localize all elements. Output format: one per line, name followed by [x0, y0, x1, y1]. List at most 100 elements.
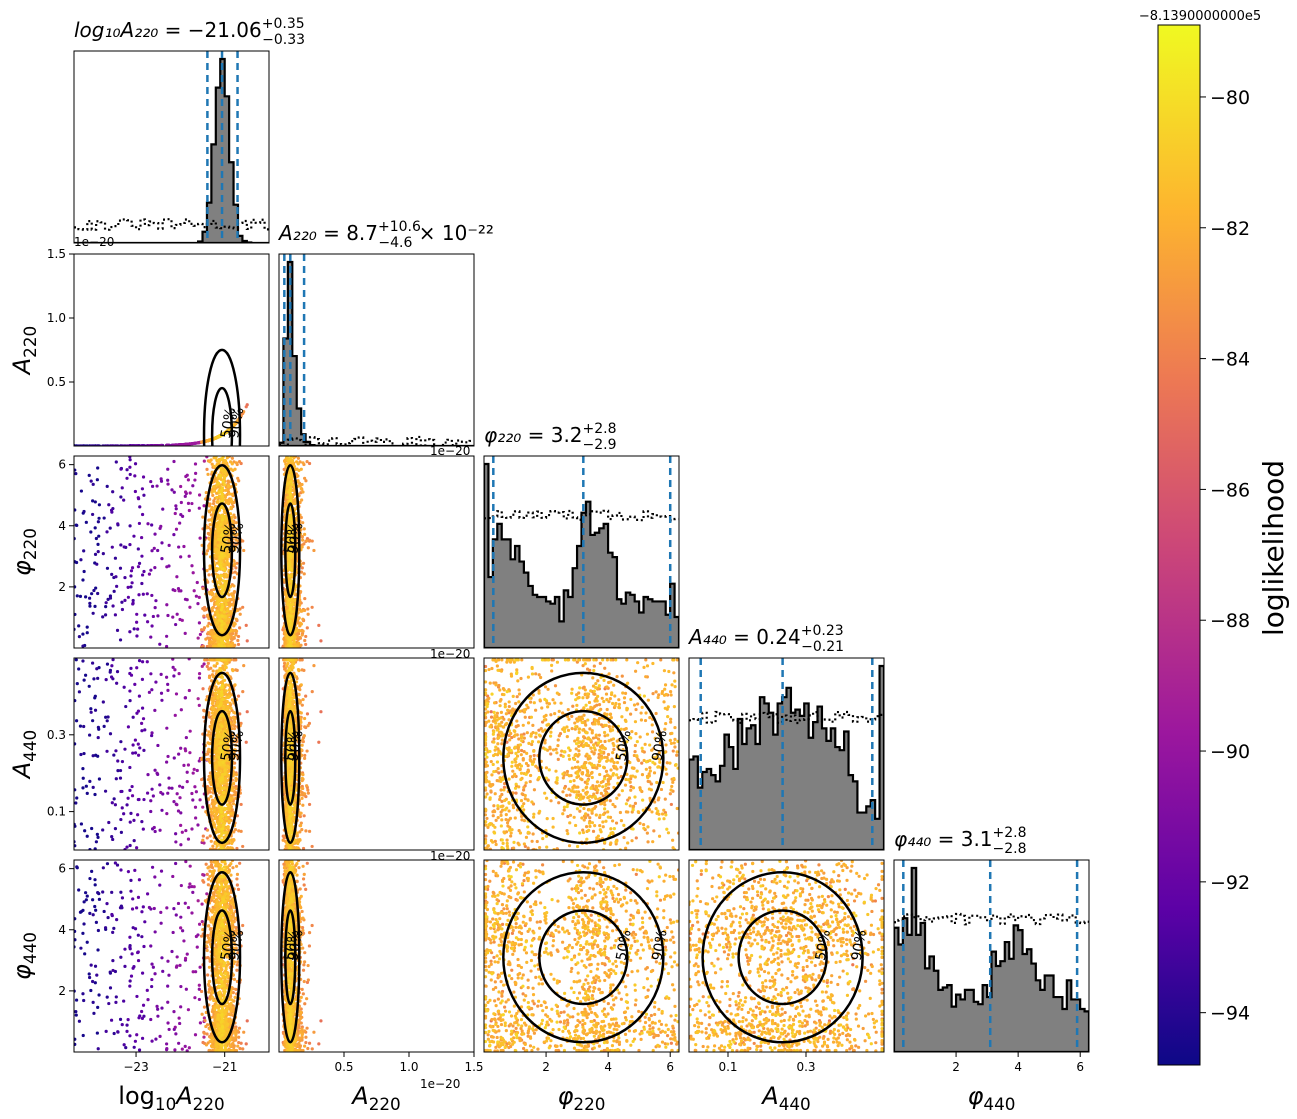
- sample-point: [183, 494, 187, 498]
- sample-point: [172, 533, 176, 537]
- sample-point: [95, 478, 99, 482]
- sample-point: [301, 617, 305, 621]
- sample-point: [221, 536, 225, 540]
- sample-point: [94, 536, 98, 541]
- sample-point: [216, 603, 220, 607]
- sample-point: [245, 639, 249, 643]
- sample-point: [192, 589, 196, 593]
- sample-point: [172, 490, 176, 494]
- sample-point: [299, 570, 304, 574]
- sample-point: [196, 636, 200, 640]
- sample-point: [232, 629, 236, 633]
- sample-point: [137, 561, 142, 565]
- sample-point: [292, 456, 296, 460]
- sample-point: [305, 626, 309, 630]
- sample-point: [223, 459, 228, 463]
- sample-point: [110, 545, 114, 549]
- sample-point: [220, 619, 224, 623]
- sample-point: [300, 545, 304, 549]
- sample-point: [219, 545, 223, 550]
- sample-point: [193, 478, 197, 482]
- sample-point: [116, 522, 120, 526]
- sample-point: [207, 546, 212, 550]
- sample-point: [223, 495, 228, 499]
- sample-point: [297, 603, 302, 607]
- sample-point: [221, 461, 225, 465]
- sample-point: [174, 622, 178, 627]
- sample-point: [304, 479, 308, 483]
- sample-point: [226, 634, 230, 638]
- sample-point: [230, 515, 234, 519]
- sample-point: [294, 626, 299, 630]
- sample-point: [161, 507, 165, 511]
- sample-point: [199, 645, 204, 648]
- contour-50: [210, 502, 234, 599]
- sample-point: [155, 484, 159, 488]
- sample-point: [223, 582, 227, 586]
- sample-point: [226, 606, 230, 611]
- sample-point: [149, 568, 153, 572]
- sample-point: [300, 498, 304, 502]
- sample-point: [120, 607, 125, 612]
- sample-point: [152, 546, 156, 550]
- sample-point: [312, 548, 316, 553]
- sample-point: [214, 456, 218, 459]
- sample-point: [232, 513, 236, 517]
- sample-point: [292, 501, 297, 505]
- contour-label-50: 50%: [218, 521, 239, 554]
- sample-point: [232, 576, 236, 580]
- sample-point: [188, 491, 192, 495]
- sample-point: [125, 468, 129, 472]
- sample-point: [210, 608, 215, 613]
- sample-point: [227, 480, 231, 484]
- sample-point: [140, 573, 145, 577]
- sample-point: [97, 516, 101, 520]
- sample-point: [234, 633, 238, 637]
- sample-point: [165, 443, 169, 446]
- sample-point: [317, 623, 321, 627]
- sample-point: [111, 604, 115, 608]
- sample-point: [214, 547, 219, 551]
- sample-point: [119, 543, 123, 547]
- sample-point: [222, 558, 226, 562]
- sample-point: [299, 590, 303, 594]
- sample-point: [295, 644, 300, 648]
- sample-point: [292, 606, 296, 611]
- sample-point: [234, 535, 238, 539]
- sample-point: [222, 636, 226, 640]
- sample-point: [207, 621, 211, 625]
- sample-point: [90, 592, 94, 596]
- sample-point: [123, 598, 127, 602]
- contour-90: [202, 348, 242, 446]
- sample-point: [196, 602, 200, 606]
- sample-point: [201, 515, 205, 519]
- sample-point: [225, 555, 229, 559]
- sample-point: [114, 460, 118, 464]
- panel-phi220-vs-A220: 50%90%: [278, 455, 475, 649]
- sample-point: [228, 617, 232, 621]
- sample-point: [150, 549, 154, 553]
- sample-point: [159, 524, 163, 528]
- sample-point: [304, 642, 308, 647]
- sample-point: [96, 591, 100, 596]
- sample-point: [217, 567, 222, 571]
- sample-point: [225, 545, 230, 549]
- sample-point: [188, 605, 192, 609]
- sample-point: [77, 624, 81, 628]
- sample-point: [128, 542, 132, 547]
- sample-point: [227, 613, 231, 617]
- sample-point: [140, 581, 144, 586]
- sample-point: [203, 497, 208, 501]
- sample-point: [301, 490, 305, 494]
- sample-point: [222, 621, 226, 626]
- sample-point: [303, 532, 307, 536]
- sample-point: [174, 504, 178, 508]
- sample-point: [153, 606, 157, 610]
- sample-point: [197, 506, 201, 510]
- sample-point: [75, 523, 79, 528]
- sample-point: [217, 614, 221, 618]
- sample-point: [91, 499, 95, 503]
- sample-point: [113, 556, 118, 560]
- sample-point: [215, 495, 219, 500]
- sample-point: [231, 595, 235, 599]
